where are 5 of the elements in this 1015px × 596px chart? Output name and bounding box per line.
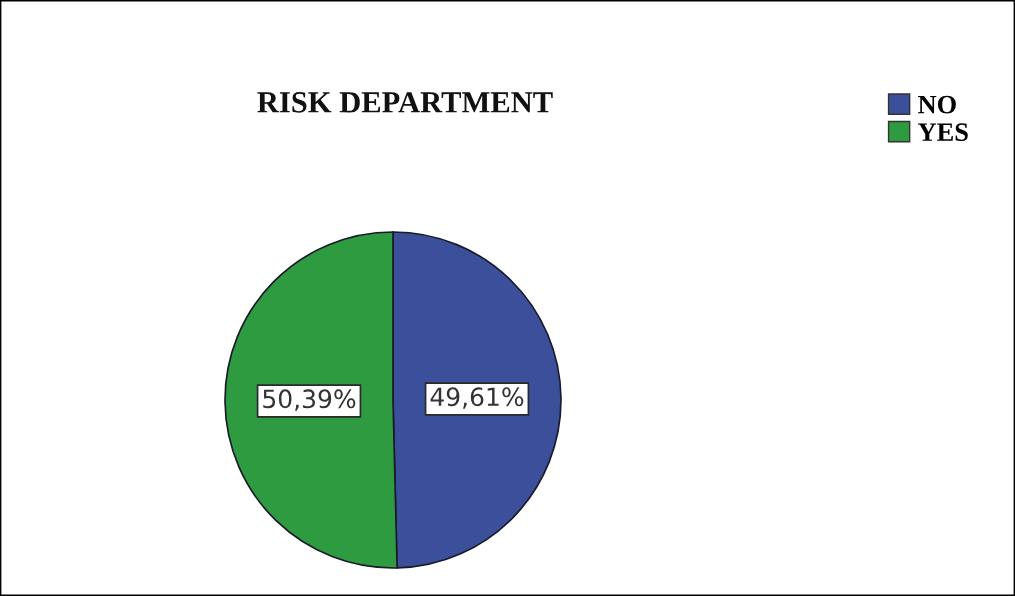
data-label: 50,39% — [263, 389, 356, 411]
legend-label: YES — [918, 123, 968, 142]
data-label: 49,61% — [430, 387, 524, 409]
chart-title: RISK DEPARTMENT — [257, 92, 553, 113]
legend-label: NO — [918, 95, 956, 114]
